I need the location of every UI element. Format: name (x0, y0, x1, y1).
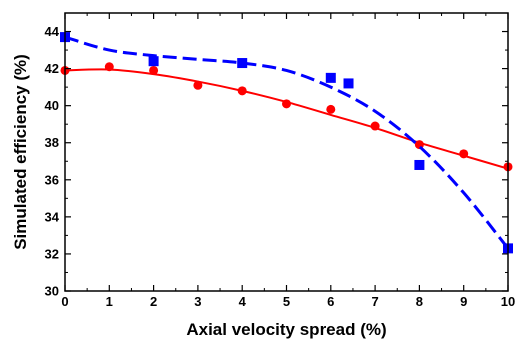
x-tick-label: 6 (327, 294, 334, 309)
x-tick-label: 1 (106, 294, 113, 309)
series-2-point (414, 159, 425, 170)
series-1-point (326, 104, 336, 114)
series-1-point (237, 86, 247, 96)
y-tick-label: 30 (45, 284, 59, 299)
series-1-point (149, 65, 159, 75)
series-1-point (459, 149, 469, 159)
series-2-point (343, 78, 354, 89)
x-axis-title: Axial velocity spread (%) (186, 320, 386, 339)
series-2-fit-line (64, 35, 510, 250)
series-2-point (148, 56, 159, 67)
y-axis-title: Simulated efficiency (%) (11, 54, 30, 250)
y-tick-label: 32 (45, 246, 59, 261)
y-tick-label: 40 (45, 98, 59, 113)
x-tick-label: 4 (239, 294, 247, 309)
series-2-point (237, 58, 248, 69)
x-tick-label: 3 (194, 294, 201, 309)
x-tick-label: 0 (61, 294, 68, 309)
x-tick-label: 8 (416, 294, 423, 309)
x-tick-label: 9 (460, 294, 467, 309)
x-tick-label: 5 (283, 294, 290, 309)
series-1-point (370, 121, 380, 131)
y-tick-label: 44 (45, 24, 60, 39)
series-1-point (104, 62, 114, 72)
x-tick-label: 10 (501, 294, 515, 309)
series-2-point (325, 72, 336, 83)
y-tick-label: 38 (45, 135, 59, 150)
x-tick-label: 2 (150, 294, 157, 309)
x-tick-label: 7 (371, 294, 378, 309)
y-tick-label: 34 (45, 209, 60, 224)
y-tick-label: 36 (45, 172, 59, 187)
y-tick-label: 42 (45, 61, 59, 76)
series-1-point (193, 80, 203, 90)
series-1-point (282, 99, 291, 109)
